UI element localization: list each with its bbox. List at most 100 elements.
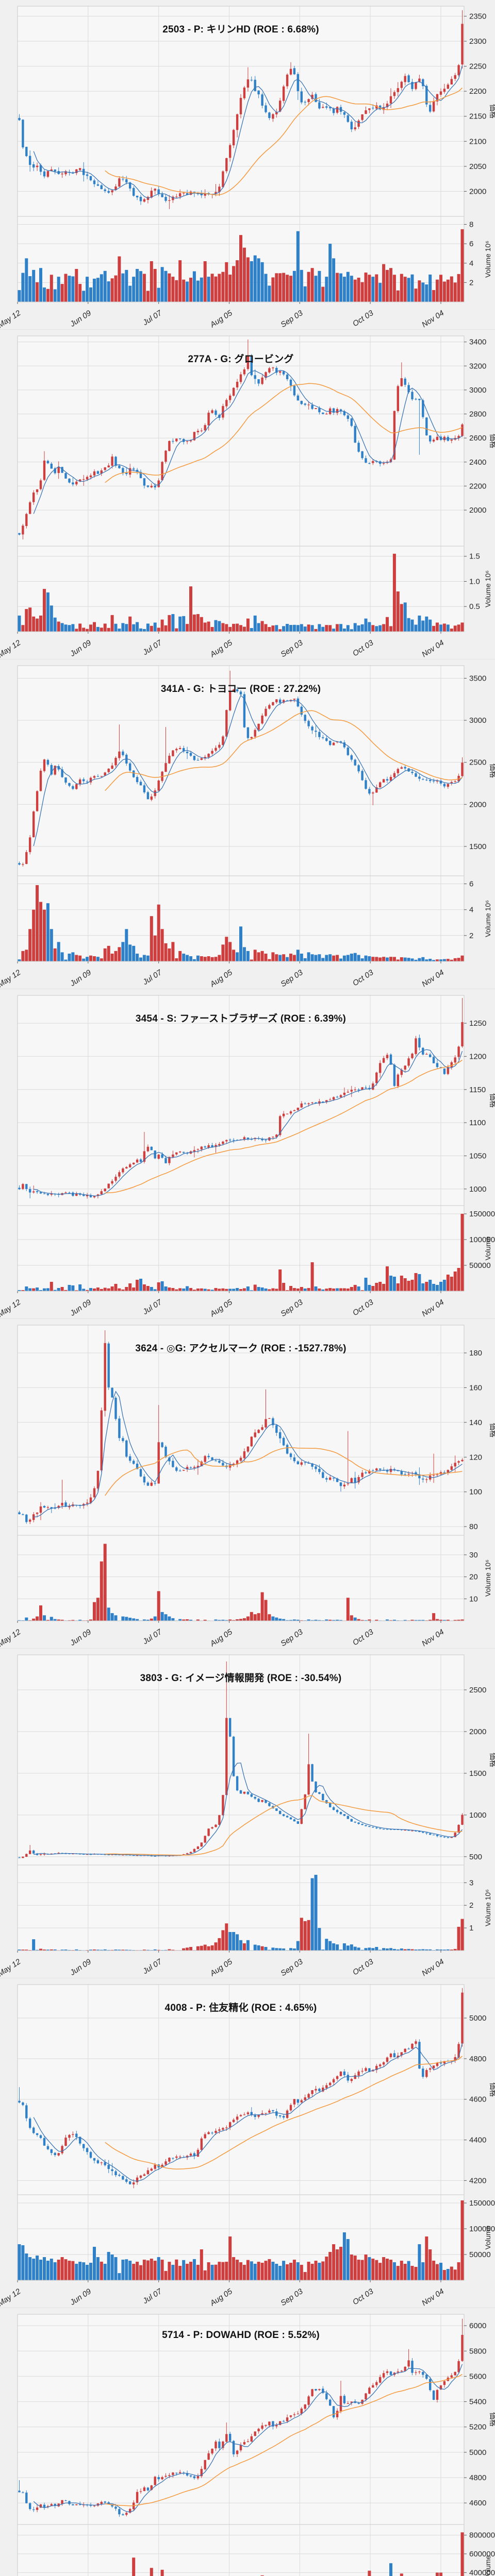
svg-text:2050: 2050 <box>469 162 486 171</box>
svg-text:4200: 4200 <box>469 2176 486 2185</box>
volume-bars <box>132 2532 464 2576</box>
svg-text:2000: 2000 <box>469 187 486 196</box>
svg-text:150000: 150000 <box>469 1210 495 1218</box>
svg-text:6: 6 <box>469 240 473 248</box>
volume-bars <box>18 1544 464 1621</box>
ma-long-line <box>105 1447 463 1496</box>
svg-text:4: 4 <box>469 906 473 914</box>
candlestick-volume-chart: 1500 2000 2500 3000 3500 2 4 6 May 12 Jun 09 Jul 0… <box>0 659 495 989</box>
svg-text:2000: 2000 <box>469 506 486 515</box>
svg-text:価格: 価格 <box>489 434 495 448</box>
svg-text:Volume 10⁶: Volume 10⁶ <box>484 570 492 607</box>
ma-long-line <box>105 88 463 196</box>
svg-text:3: 3 <box>469 1878 473 1887</box>
svg-text:2: 2 <box>469 1901 473 1910</box>
svg-text:1000: 1000 <box>469 1185 486 1194</box>
svg-text:800000: 800000 <box>469 2531 495 2540</box>
svg-text:1250: 1250 <box>469 1019 486 1028</box>
svg-text:2000: 2000 <box>469 800 486 809</box>
ma-short-line <box>33 370 463 514</box>
chart-canvas: 1000 1050 1100 1150 1200 1250 50000 100000 15000… <box>0 989 495 1318</box>
svg-text:2800: 2800 <box>469 410 486 419</box>
svg-text:3000: 3000 <box>469 386 486 395</box>
svg-text:2: 2 <box>469 278 473 287</box>
chart-panel-3454: 1000 1050 1100 1150 1200 1250 50000 100000 15000… <box>0 989 495 1318</box>
candlestick-volume-chart: 500 1000 1500 2000 2500 1 2 3 May 12 Jun 09 Jul 07… <box>0 1649 495 1978</box>
volume-bars <box>18 1875 464 1951</box>
svg-text:5600: 5600 <box>469 2372 486 2381</box>
svg-text:400000: 400000 <box>469 2568 495 2576</box>
svg-text:4800: 4800 <box>469 2473 486 2482</box>
volume-bars <box>18 2200 464 2280</box>
svg-text:3000: 3000 <box>469 716 486 725</box>
svg-text:50000: 50000 <box>469 2250 491 2259</box>
svg-text:3500: 3500 <box>469 674 486 683</box>
svg-text:2000: 2000 <box>469 1727 486 1736</box>
chart-panel-3624: 80 100 120 140 160 180 10 20 30 May 12 Jun 09 Jul 0… <box>0 1318 495 1648</box>
svg-text:2500: 2500 <box>469 1686 486 1694</box>
svg-text:4: 4 <box>469 259 473 268</box>
svg-text:2: 2 <box>469 931 473 940</box>
svg-text:6000: 6000 <box>469 2321 486 2330</box>
svg-text:1000: 1000 <box>469 1811 486 1820</box>
candles <box>18 1330 464 1524</box>
svg-text:価格: 価格 <box>489 2082 495 2097</box>
svg-text:20: 20 <box>469 1573 478 1582</box>
svg-text:100: 100 <box>469 1488 482 1497</box>
svg-text:2100: 2100 <box>469 137 486 146</box>
chart-panel-341A: 1500 2000 2500 3000 3500 2 4 6 May 12 Jun 09 Jul 0… <box>0 659 495 989</box>
chart-panel-5714: 4600480050005200540056005800600020000040… <box>0 2308 495 2576</box>
svg-text:4800: 4800 <box>469 2055 486 2063</box>
ma-long-line <box>105 1795 463 1856</box>
svg-text:2350: 2350 <box>469 12 486 21</box>
svg-text:Volume 10⁶: Volume 10⁶ <box>484 900 492 937</box>
ma-short-line <box>34 1049 463 1196</box>
svg-text:2200: 2200 <box>469 87 486 96</box>
chart-canvas: 4600480050005200540056005800600020000040… <box>0 2308 495 2576</box>
svg-text:500: 500 <box>469 1853 482 1861</box>
candlestick-volume-chart: 2000 2200 2400 2600 2800 3000 3200 3400 0.5 1.0 1.… <box>0 330 495 659</box>
svg-text:価格: 価格 <box>489 104 495 118</box>
axes: 4600480050005200540056005800600020000040… <box>464 2321 495 2576</box>
svg-text:5800: 5800 <box>469 2347 486 2355</box>
svg-text:価格: 価格 <box>489 1423 495 1437</box>
svg-text:1.5: 1.5 <box>469 552 480 561</box>
ma-long-line <box>105 2374 463 2506</box>
svg-text:160: 160 <box>469 1383 482 1392</box>
volume-bars <box>18 553 464 632</box>
svg-text:5200: 5200 <box>469 2423 486 2432</box>
svg-text:4400: 4400 <box>469 2136 486 2145</box>
candles <box>18 998 464 1199</box>
ma-long-line <box>105 383 463 483</box>
chart-panel-2503: 2000 2050 2100 2150 2200 2250 2300 2350 2 4 6 8 May … <box>0 0 495 329</box>
svg-text:120: 120 <box>469 1453 482 1462</box>
chart-panel-277A: 2000 2200 2400 2600 2800 3000 3200 3400 0.5 1.0 1.… <box>0 329 495 659</box>
candlestick-volume-chart: 2000 2050 2100 2150 2200 2250 2300 2350 2 4 6 8 May … <box>0 0 495 329</box>
volume-bars <box>18 229 464 302</box>
svg-text:価格: 価格 <box>489 764 495 778</box>
svg-text:10: 10 <box>469 1595 478 1603</box>
svg-text:100000: 100000 <box>469 2225 495 2233</box>
chart-panel-4008: 4200 4400 4600 4800 5000 50000 100000 150000 May… <box>0 1978 495 2308</box>
svg-text:2500: 2500 <box>469 758 486 767</box>
svg-text:1050: 1050 <box>469 1152 486 1161</box>
svg-text:0.5: 0.5 <box>469 602 480 611</box>
svg-text:Volume: Volume <box>484 1236 492 1260</box>
svg-text:8: 8 <box>469 221 473 229</box>
ma-short-line <box>33 65 463 199</box>
svg-text:Volume 10⁶: Volume 10⁶ <box>484 241 492 278</box>
svg-text:100000: 100000 <box>469 1235 495 1244</box>
svg-text:2250: 2250 <box>469 62 486 71</box>
svg-text:Volume: Volume <box>484 2225 492 2249</box>
svg-text:4600: 4600 <box>469 2499 486 2507</box>
svg-text:1100: 1100 <box>469 1118 486 1127</box>
svg-text:50000: 50000 <box>469 1261 491 1270</box>
svg-text:価格: 価格 <box>489 1753 495 1767</box>
candles <box>18 670 464 867</box>
candlestick-volume-chart: 80 100 120 140 160 180 10 20 30 May 12 Jun 09 Jul 0… <box>0 1319 495 1648</box>
svg-text:1500: 1500 <box>469 842 486 851</box>
ma-short-line <box>34 1762 463 1856</box>
